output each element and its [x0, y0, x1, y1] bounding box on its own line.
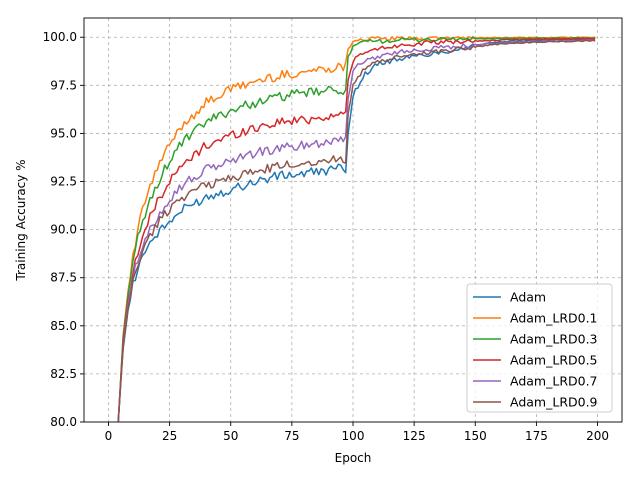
x-tick-label: 175: [525, 429, 548, 443]
legend-label: Adam: [510, 290, 546, 305]
series-line-adam-lrd0-7: [117, 39, 596, 422]
y-tick-label: 97.5: [50, 78, 77, 92]
series-line-adam-lrd0-9: [117, 39, 596, 422]
legend-label: Adam_LRD0.1: [510, 311, 598, 326]
legend: Adam Adam_LRD0.1 Adam_LRD0.3 Adam_LRD0.5 Ada…: [466, 283, 613, 413]
series-line-adam-lrd0-5: [117, 37, 596, 422]
y-tick-label: 92.5: [50, 175, 77, 189]
series-lines: [117, 36, 596, 422]
x-tick-label: 75: [284, 429, 299, 443]
x-tick-label: 50: [223, 429, 238, 443]
series-line-adam: [117, 38, 596, 422]
y-tick-label: 87.5: [50, 271, 77, 285]
x-tick-label: 100: [342, 429, 365, 443]
series-line-adam-lrd0-3: [117, 36, 596, 422]
legend-label: Adam_LRD0.5: [510, 353, 598, 368]
y-tick-label: 80.0: [50, 415, 77, 429]
x-tick-label: 150: [464, 429, 487, 443]
y-tick-label: 100.0: [43, 30, 77, 44]
x-tick-label: 25: [162, 429, 177, 443]
x-axis-label: Epoch: [335, 451, 372, 465]
y-axis-label: Training Accuracy %: [14, 159, 28, 281]
legend-label: Adam_LRD0.9: [510, 395, 598, 410]
legend-box: [466, 283, 613, 413]
x-tick-label: 200: [586, 429, 609, 443]
legend-label: Adam_LRD0.3: [510, 332, 598, 347]
legend-label: Adam_LRD0.7: [510, 374, 598, 389]
y-axis-ticks: 80.0 82.5 85.0 87.5 90.0 92.5 95.0 97.5 100.0: [43, 30, 84, 429]
x-tick-label: 125: [403, 429, 426, 443]
y-tick-label: 90.0: [50, 223, 77, 237]
series-line-adam-lrd0-1: [117, 36, 596, 422]
x-tick-label: 0: [105, 429, 113, 443]
y-tick-label: 85.0: [50, 319, 77, 333]
x-axis-ticks: 0 25 50 75 100 125 150 175 200: [105, 422, 609, 443]
y-tick-label: 95.0: [50, 126, 77, 140]
y-tick-label: 82.5: [50, 367, 77, 381]
